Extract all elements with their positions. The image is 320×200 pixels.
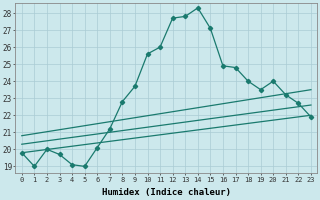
X-axis label: Humidex (Indice chaleur): Humidex (Indice chaleur) — [102, 188, 231, 197]
